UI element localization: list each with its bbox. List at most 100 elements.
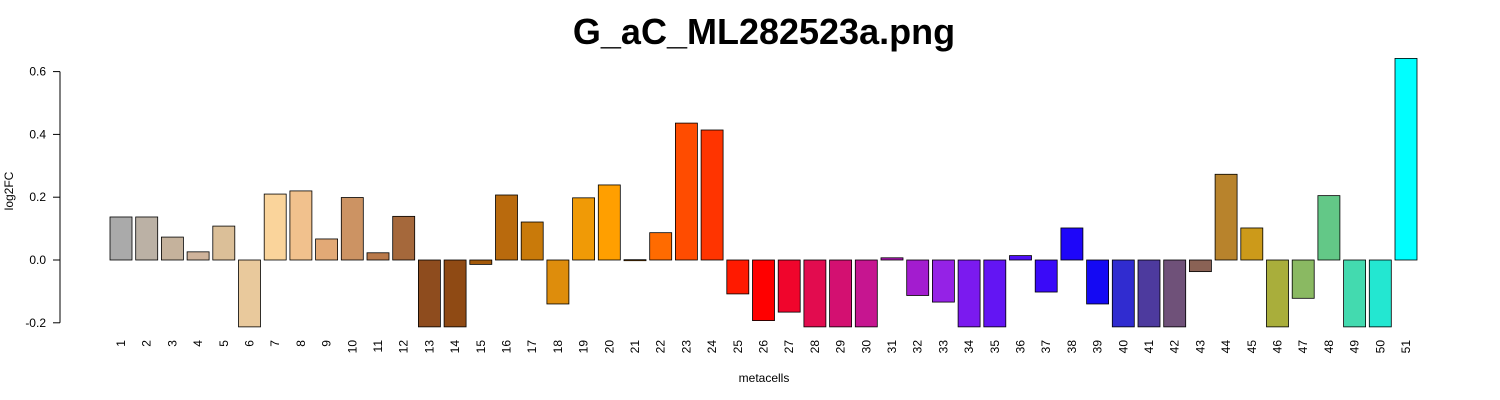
bar-18 <box>546 259 570 305</box>
bar-7 <box>263 193 287 261</box>
bar-20 <box>597 184 621 261</box>
x-tick-label: 18 <box>551 340 565 354</box>
bar-13 <box>417 259 441 328</box>
x-tick-label: 47 <box>1296 340 1310 354</box>
bar-21 <box>623 259 647 262</box>
x-tick-label: 29 <box>834 340 848 354</box>
x-tick-label: 15 <box>474 340 488 354</box>
x-tick-label: 7 <box>268 340 282 347</box>
x-tick-label: 19 <box>577 340 591 354</box>
bar-47 <box>1291 259 1315 299</box>
bar-2 <box>135 216 159 261</box>
x-tick-label: 31 <box>885 340 899 354</box>
x-tick-label: 28 <box>808 340 822 354</box>
bar-45 <box>1240 227 1264 261</box>
bar-1 <box>109 216 133 261</box>
bar-10 <box>340 197 364 261</box>
bar-35 <box>983 259 1007 328</box>
bar-25 <box>726 259 750 295</box>
bar-34 <box>957 259 981 328</box>
bar-33 <box>932 259 955 303</box>
x-tick-label: 44 <box>1219 340 1233 354</box>
x-tick-label: 23 <box>679 340 693 354</box>
x-tick-label: 27 <box>782 340 796 354</box>
bar-37 <box>1034 259 1058 293</box>
bar-36 <box>1009 255 1032 261</box>
bar-41 <box>1137 259 1161 328</box>
x-tick-label: 38 <box>1065 340 1079 354</box>
bar-27 <box>777 259 801 313</box>
bars-group <box>109 58 1418 328</box>
bar-51 <box>1394 58 1418 261</box>
y-tick-label: 0.4 <box>29 127 46 141</box>
x-tick-label: 5 <box>217 340 231 347</box>
y-tick-label: -0.2 <box>25 316 46 330</box>
bar-8 <box>289 190 313 261</box>
bar-38 <box>1060 227 1084 261</box>
bar-32 <box>906 259 930 296</box>
bar-6 <box>238 259 261 328</box>
bar-49 <box>1343 259 1366 328</box>
x-tick-label: 41 <box>1142 340 1156 354</box>
x-tick-label: 33 <box>936 340 950 354</box>
x-tick-label: 1 <box>114 340 128 347</box>
x-tick-label: 50 <box>1373 340 1387 354</box>
x-tick-label: 2 <box>140 340 154 347</box>
x-tick-label: 32 <box>911 340 925 354</box>
x-tick-label: 42 <box>1168 340 1182 354</box>
x-tick-label: 39 <box>1091 340 1105 354</box>
x-tick-label: 21 <box>628 340 642 354</box>
x-tick-label: 6 <box>243 340 257 347</box>
bar-12 <box>392 215 416 261</box>
x-tick-label: 37 <box>1039 340 1053 354</box>
bar-14 <box>443 259 467 328</box>
x-tick-label: 51 <box>1399 340 1413 354</box>
x-tick-label: 17 <box>525 340 539 354</box>
bar-4 <box>186 251 210 261</box>
x-tick-label: 34 <box>962 340 976 354</box>
x-tick-label: 20 <box>602 340 616 354</box>
x-tick-label: 9 <box>320 340 334 347</box>
bar-48 <box>1317 195 1341 261</box>
x-tick-label: 48 <box>1322 340 1336 354</box>
x-tick-label: 26 <box>757 340 771 354</box>
bar-46 <box>1266 259 1289 328</box>
bar-30 <box>854 259 878 328</box>
x-tick-label: 36 <box>1014 340 1028 354</box>
x-tick-labels: 1 2 3 4 5 6 7 8 9 10 11 12 13 14 15 16 17 18 19 20 21 22 23 24 2… <box>114 340 1413 354</box>
bar-44 <box>1214 173 1238 261</box>
bar-16 <box>495 194 518 261</box>
bar-42 <box>1163 259 1187 328</box>
x-axis-label: metacells <box>739 371 790 385</box>
bar-26 <box>752 259 775 321</box>
bar-31 <box>880 257 904 261</box>
bar-24 <box>700 129 724 261</box>
bar-5 <box>212 225 236 261</box>
x-tick-label: 11 <box>371 340 385 353</box>
bar-19 <box>572 197 595 261</box>
bar-22 <box>649 232 673 261</box>
bar-9 <box>315 238 339 261</box>
x-tick-label: 24 <box>705 340 719 354</box>
x-tick-label: 40 <box>1116 340 1130 354</box>
bar-29 <box>829 259 852 328</box>
bar-43 <box>1189 259 1212 273</box>
y-tick-label: 0.0 <box>29 253 46 267</box>
y-tick-label: 0.2 <box>29 190 46 204</box>
x-tick-label: 43 <box>1193 340 1207 354</box>
y-tick-label: 0.6 <box>29 65 46 79</box>
x-tick-label: 12 <box>397 340 411 354</box>
bar-50 <box>1368 259 1392 328</box>
y-axis: -0.2 0.0 0.2 0.4 0.6 <box>25 65 61 330</box>
x-tick-label: 13 <box>422 340 436 354</box>
x-tick-label: 49 <box>1348 340 1362 354</box>
x-tick-label: 10 <box>345 340 359 354</box>
bar-28 <box>803 259 827 328</box>
bar-40 <box>1111 259 1135 328</box>
x-tick-label: 4 <box>191 340 205 347</box>
x-tick-label: 16 <box>500 340 514 354</box>
bar-15 <box>469 259 493 265</box>
x-tick-label: 30 <box>859 340 873 354</box>
y-axis-label: log2FC <box>2 171 16 210</box>
